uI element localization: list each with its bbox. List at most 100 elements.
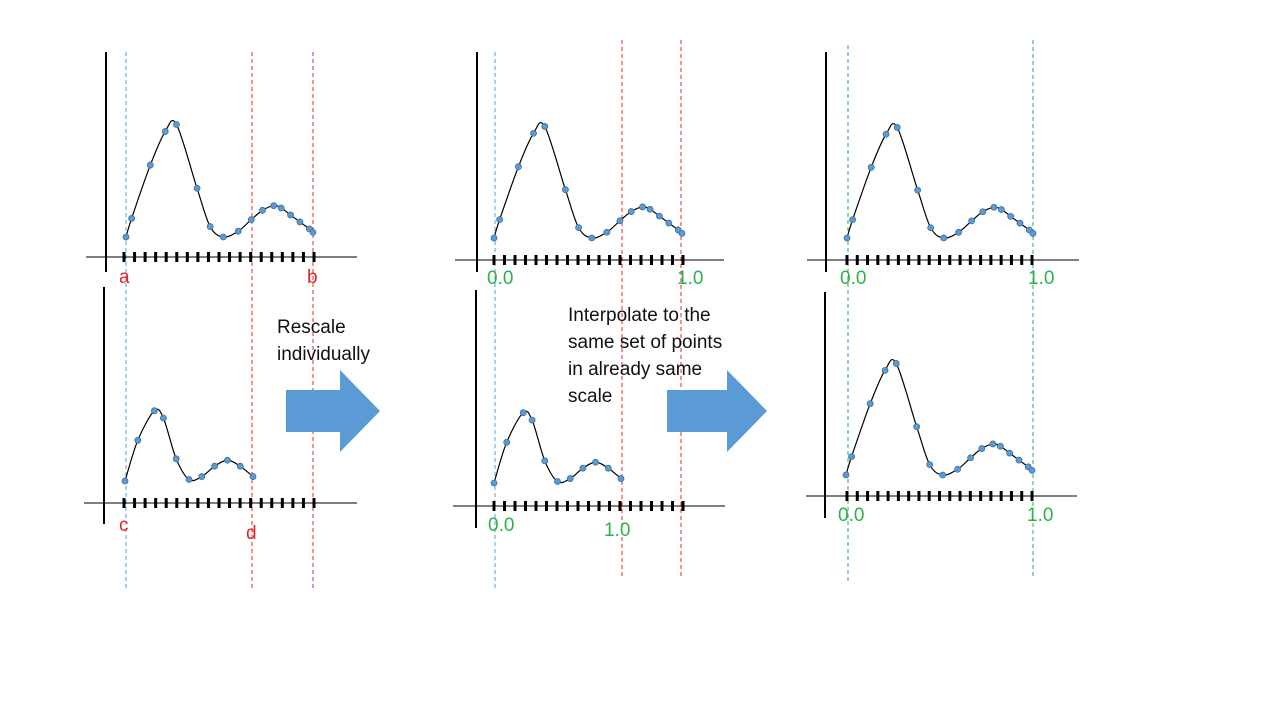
sample-point: [198, 473, 206, 480]
signal-curve: [845, 359, 1033, 476]
sample-point: [1015, 456, 1023, 464]
sample-point: [211, 462, 219, 470]
sample-point: [172, 455, 180, 463]
sample-point: [1007, 212, 1015, 220]
label-final-top-end: 1.0: [1028, 268, 1054, 289]
sample-point: [236, 462, 244, 470]
sample-point: [1028, 466, 1036, 474]
guide-lines: [125, 40, 1034, 590]
interpolate-caption-line: in already same: [568, 359, 703, 380]
rescale-caption-line: Rescale: [277, 317, 346, 338]
sample-point: [1029, 230, 1037, 237]
sample-point: [277, 204, 285, 212]
sample-point: [617, 475, 625, 482]
label-b: b: [307, 267, 318, 288]
sample-point: [296, 218, 304, 226]
label-final-bottom-end: 1.0: [1027, 505, 1053, 526]
sample-point: [490, 479, 498, 487]
sample-point: [1016, 219, 1024, 227]
sample-point: [122, 233, 130, 241]
sample-point: [592, 458, 599, 466]
sample-point: [954, 465, 961, 473]
sample-point: [848, 453, 855, 461]
sample-point: [914, 186, 922, 194]
label-scaled-bottom-start: 0.0: [488, 515, 514, 536]
sample-point: [604, 464, 612, 472]
sample-point: [939, 471, 947, 479]
sample-point: [893, 124, 901, 131]
sample-point: [249, 473, 257, 480]
sample-point: [678, 229, 686, 237]
sample-point: [843, 234, 851, 242]
sample-point: [287, 211, 294, 219]
signal-curve: [493, 410, 622, 484]
sample-point: [206, 223, 214, 230]
sample-point: [997, 206, 1005, 213]
right-arrow-icon: [667, 370, 767, 452]
sample-point: [234, 227, 242, 235]
sample-point: [881, 366, 889, 374]
sample-point: [490, 234, 498, 242]
sample-point: [223, 456, 231, 464]
sample-point: [627, 208, 635, 215]
interpolate-caption-line: same set of points: [568, 332, 723, 353]
sample-point: [193, 184, 201, 192]
sample-point: [575, 224, 582, 232]
sample-point: [927, 224, 935, 232]
plots: [121, 120, 1037, 487]
sample-point: [579, 464, 587, 472]
signal-curve: [846, 123, 1034, 239]
label-final-top-start: 0.0: [840, 268, 866, 289]
sample-point: [926, 461, 934, 469]
sample-point: [940, 234, 948, 242]
label-final-bottom-start: 0.0: [838, 505, 864, 526]
label-scaled-top-start: 0.0: [487, 268, 513, 289]
sample-point: [968, 217, 976, 225]
sample-point: [270, 202, 278, 210]
sample-point: [990, 203, 998, 211]
sample-point: [159, 414, 167, 422]
sample-point: [146, 161, 154, 169]
sample-point: [530, 129, 537, 137]
right-arrow-icon: [286, 370, 380, 452]
sample-point: [996, 442, 1004, 450]
sample-point: [967, 454, 975, 462]
sample-point: [603, 228, 611, 236]
sample-point: [882, 130, 890, 138]
label-scaled-top-end: 1.0: [677, 268, 703, 289]
sample-point: [979, 208, 987, 216]
sample-point: [541, 123, 549, 130]
sample-point: [646, 205, 654, 213]
sample-point: [955, 228, 962, 236]
signal-curve: [124, 408, 254, 482]
sample-point: [849, 216, 856, 224]
sample-point: [978, 445, 986, 452]
sample-point: [913, 423, 921, 431]
sample-point: [989, 440, 997, 448]
label-c: c: [119, 515, 129, 536]
sample-point: [528, 416, 536, 424]
sample-point: [259, 206, 266, 214]
sample-point: [639, 203, 646, 211]
rescale-caption: Rescale individually: [277, 314, 370, 368]
rescale-caption-line: individually: [277, 344, 370, 365]
sample-point: [128, 215, 136, 222]
interpolate-caption-line: Interpolate to the: [568, 305, 711, 326]
sample-point: [151, 407, 158, 415]
sample-point: [247, 216, 255, 224]
interpolate-caption-line: scale: [568, 386, 613, 407]
label-scaled-bottom-end: 1.0: [604, 520, 630, 541]
sample-point: [515, 163, 522, 171]
sample-point: [588, 234, 596, 242]
sample-point: [161, 128, 169, 135]
sample-point: [519, 409, 527, 417]
sample-point: [867, 163, 875, 171]
sample-point: [892, 360, 900, 367]
sample-point: [616, 217, 624, 225]
sample-point: [185, 476, 193, 483]
label-a: a: [119, 267, 130, 288]
sample-point: [656, 212, 663, 220]
sample-point: [134, 436, 142, 444]
sample-point: [562, 186, 569, 194]
